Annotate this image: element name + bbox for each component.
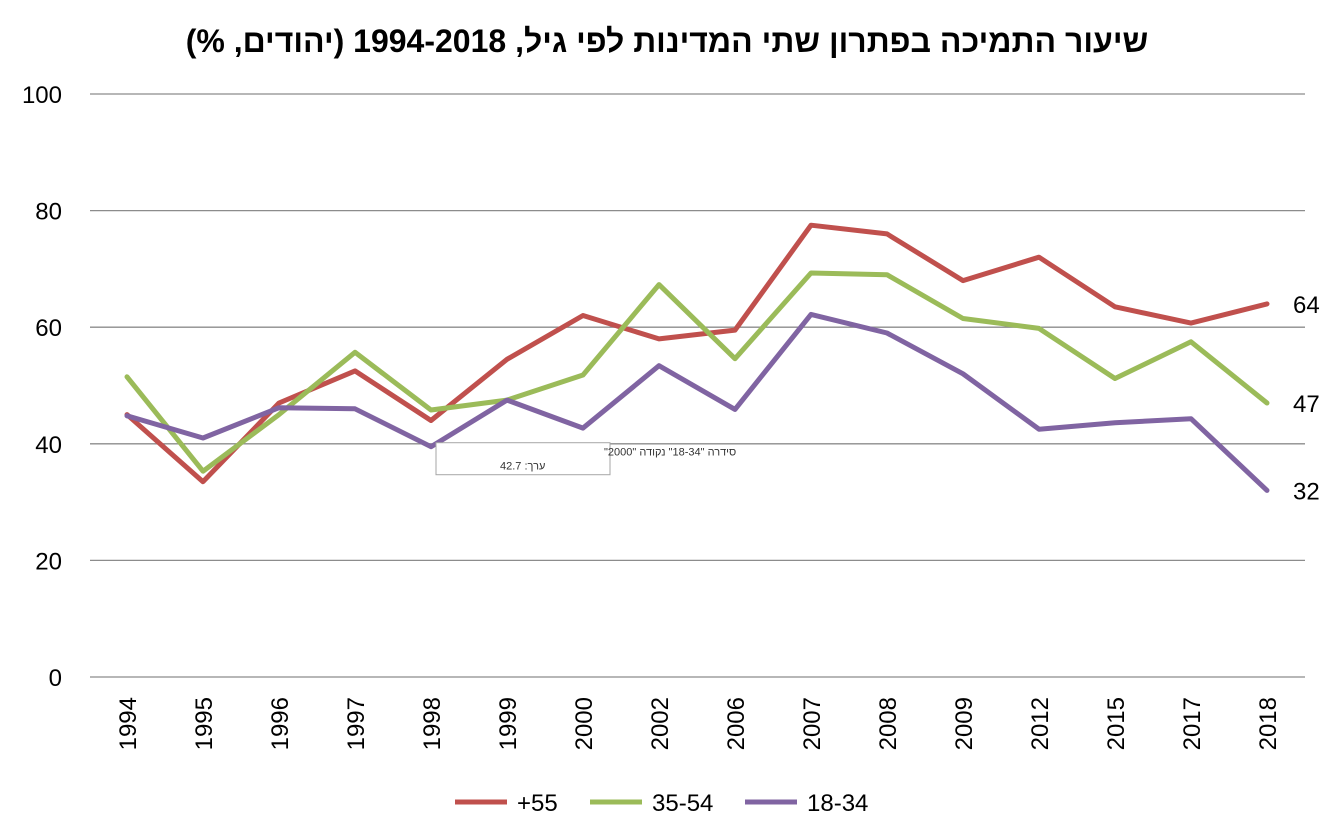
- x-tick-label: 2018: [1255, 697, 1282, 750]
- end-label: 32: [1293, 478, 1320, 505]
- series-line-+55: [124, 222, 1270, 485]
- x-tick-label: 2015: [1103, 697, 1130, 750]
- data-tooltip: סידרה "18-34" נקודה "2000" ערך: 42.7: [435, 442, 736, 476]
- y-axis-ticks: 0 20 40 60 80 100: [22, 82, 62, 692]
- tooltip-line1: סידרה "18-34" נקודה "2000": [604, 447, 736, 459]
- chart-title: שיעור התמיכה בפתרון שתי המדינות לפי גיל,…: [186, 23, 1149, 59]
- end-labels: 64 47 32: [1293, 292, 1320, 506]
- series-line-35-54: [124, 270, 1270, 474]
- end-label: 64: [1293, 292, 1320, 319]
- x-tick-label: 2009: [951, 697, 978, 750]
- x-tick-label: 1997: [343, 697, 370, 750]
- end-label: 47: [1293, 391, 1320, 418]
- x-tick-label: 1996: [267, 697, 294, 750]
- y-tick-label: 0: [49, 665, 62, 692]
- y-tick-label: 100: [22, 82, 62, 109]
- y-tick-label: 80: [35, 199, 62, 226]
- y-tick-label: 40: [35, 432, 62, 459]
- x-tick-label: 2017: [1179, 697, 1206, 750]
- legend-label: 35-54: [652, 790, 713, 817]
- x-tick-label: 2007: [799, 697, 826, 750]
- tooltip-box: [435, 442, 611, 476]
- x-tick-label: 2006: [723, 697, 750, 750]
- x-tick-label: 1994: [115, 697, 142, 750]
- legend: +55 35-54 18-34: [455, 790, 868, 817]
- legend-label: +55: [517, 790, 558, 817]
- x-tick-label: 2002: [647, 697, 674, 750]
- y-tick-label: 60: [35, 315, 62, 342]
- x-tick-label: 2012: [1027, 697, 1054, 750]
- x-tick-label: 1995: [191, 697, 218, 750]
- x-tick-label: 1998: [419, 697, 446, 750]
- series-line-18-34: [124, 311, 1270, 493]
- x-tick-label: 1999: [495, 697, 522, 750]
- y-tick-label: 20: [35, 548, 62, 575]
- tooltip-line2: ערך: 42.7: [500, 461, 545, 473]
- x-tick-label: 2008: [875, 697, 902, 750]
- x-tick-label: 2000: [571, 697, 598, 750]
- legend-label: 18-34: [807, 790, 868, 817]
- series-lines: [124, 222, 1270, 493]
- x-axis-ticks: 1994 1995 1996 1997 1998 1999 2000 2002 2006 2007…: [115, 697, 1282, 750]
- gridlines: [90, 93, 1305, 678]
